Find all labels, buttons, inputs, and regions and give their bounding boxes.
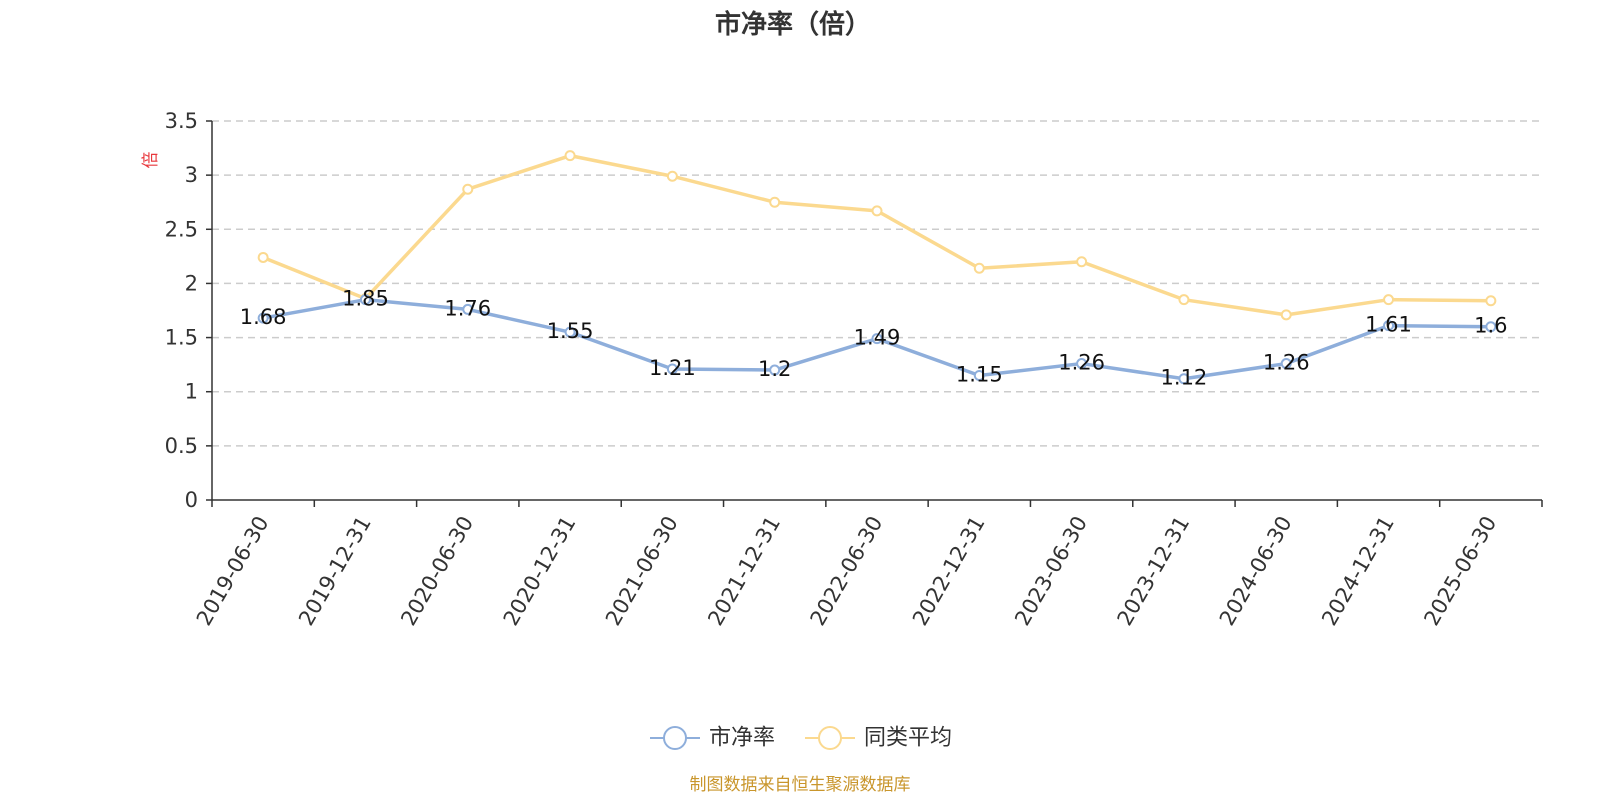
data-point[interactable] [1485,321,1497,333]
y-tick-label: 0.5 [165,434,198,458]
data-label: 1.21 [649,356,696,380]
y-tick-label: 1 [185,380,198,404]
data-point[interactable] [871,333,883,345]
data-point[interactable] [359,294,371,306]
data-point[interactable] [973,369,985,381]
x-tick-label: 2020-12-31 [499,512,581,630]
data-label: 1.76 [444,296,491,320]
data-label: 1.68 [240,305,287,329]
data-label: 1.85 [342,287,389,311]
data-label: 1.26 [1263,351,1310,375]
data-point[interactable] [769,196,781,208]
data-point[interactable] [973,262,985,274]
y-tick-label: 2.5 [165,217,198,241]
data-point[interactable] [1076,256,1088,268]
data-label: 1.49 [854,326,901,350]
y-tick-label: 3 [185,163,198,187]
legend-item[interactable]: 市净率 [650,726,775,751]
series-lines [257,150,1497,385]
data-point[interactable] [1178,294,1190,306]
data-point[interactable] [1383,294,1395,306]
data-label: 1.6 [1474,314,1507,338]
data-label: 1.12 [1161,366,1208,390]
x-tick-label: 2019-12-31 [294,512,376,630]
x-tick-label: 2019-06-30 [192,512,274,630]
data-point[interactable] [257,251,269,263]
y-axis-unit: 倍 [141,152,161,169]
data-point[interactable] [564,326,576,338]
grid-lines [212,120,1542,447]
data-point[interactable] [666,170,678,182]
x-tick-label: 2024-12-31 [1317,512,1399,630]
legend-marker [818,726,842,750]
legend-marker [663,726,687,750]
legend-item[interactable]: 同类平均 [805,726,952,751]
source-note: 制图数据来自恒生聚源数据库 [690,775,911,795]
x-tick-label: 2025-06-30 [1419,512,1501,630]
data-label: 1.26 [1058,351,1105,375]
data-label: 1.15 [956,362,1003,386]
data-point[interactable] [1280,309,1292,321]
data-point[interactable] [462,303,474,315]
x-tick-label: 2023-06-30 [1010,512,1092,630]
data-point[interactable] [257,312,269,324]
data-point[interactable] [666,363,678,375]
y-tick-label: 1.5 [165,326,198,350]
legend-label: 同类平均 [864,726,952,751]
x-tick-label: 2022-12-31 [908,512,990,630]
y-tick-label: 0 [185,488,198,512]
data-label: 1.61 [1365,313,1412,337]
y-tick-label: 2 [185,271,198,295]
data-point[interactable] [1076,358,1088,370]
data-point[interactable] [1485,295,1497,307]
data-label: 1.2 [758,357,791,381]
data-labels: 1.68 1.85 1.76 1.55 1.21 1.2 1.49 1.15 1.26 1.12 1… [240,287,1508,390]
data-point[interactable] [1383,320,1395,332]
data-label: 1.55 [547,319,594,343]
y-tick-label: 3.5 [165,109,198,133]
x-tick-label: 2021-06-30 [601,512,683,630]
legend[interactable]: 市净率 同类平均 [650,726,952,751]
data-point[interactable] [462,183,474,195]
data-point[interactable] [769,364,781,376]
legend-label: 市净率 [709,726,775,751]
chart-title: 市净率（倍） [715,9,871,40]
x-tick-label: 2024-06-30 [1215,512,1297,630]
x-tick-label: 2022-06-30 [806,512,888,630]
x-tick-label: 2021-12-31 [703,512,785,630]
data-point[interactable] [871,205,883,217]
x-tick-label: 2023-12-31 [1113,512,1195,630]
x-tick-label: 2020-06-30 [396,512,478,630]
data-point[interactable] [1178,373,1190,385]
data-point[interactable] [1280,358,1292,370]
data-point[interactable] [564,150,576,162]
series-line [261,153,1493,317]
